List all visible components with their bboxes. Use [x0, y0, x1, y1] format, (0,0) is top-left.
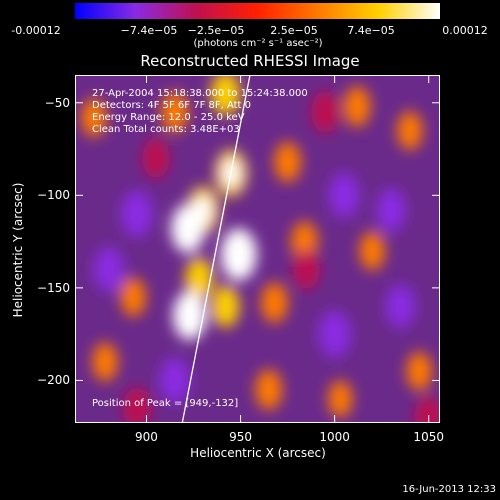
colorbar-tick: -0.00012	[11, 24, 61, 37]
colorbar	[75, 3, 440, 19]
heatmap-positive-source	[81, 98, 107, 137]
heatmap-negative-source	[385, 284, 416, 329]
heatmap-positive-source	[211, 285, 240, 328]
heatmap-negative-source	[123, 387, 152, 423]
heatmap-negative-source	[93, 246, 125, 293]
heatmap-source-core	[180, 301, 200, 330]
heatmap-negative-source	[318, 310, 351, 358]
colorbar-tick: −2.5e−05	[187, 24, 245, 37]
date-stamp: 16-Jun-2013 12:33	[402, 484, 496, 495]
heatmap-source-core	[178, 214, 198, 243]
heatmap-positive-source	[397, 111, 423, 150]
heatmap-positive-source	[343, 86, 371, 127]
heatmap-positive-source	[261, 282, 288, 323]
colorbar-tick: 2.5e−05	[270, 24, 318, 37]
info-total-counts: Clean Total counts: 3.48E+03	[92, 124, 240, 135]
heatmap-negative-source	[414, 396, 440, 423]
heatmap-negative-source	[328, 172, 360, 218]
colorbar-tick: 7.4e−05	[347, 24, 395, 37]
heatmap-positive-source	[255, 369, 283, 410]
y-tick-label: −50	[44, 95, 70, 110]
info-energy-range: Energy Range: 12.0 - 25.0 keV	[92, 112, 245, 123]
heatmap-positive-source	[359, 231, 385, 271]
heatmap-positive-source	[161, 91, 189, 133]
chart-title: Reconstructed RHESSI Image	[140, 52, 360, 70]
colorbar-tick: −7.4e−05	[120, 24, 178, 37]
colorbar-tick: 0.00012	[442, 24, 488, 37]
info-time-range: 27-Apr-2004 15:18:38.000 to 15:24:38.000	[92, 88, 308, 99]
heatmap-positive-source	[120, 277, 146, 317]
x-tick-label: 1050	[413, 430, 444, 444]
heatmap-positive-source	[185, 257, 214, 300]
y-axis-label: Heliocentric Y (arcsec)	[11, 182, 25, 318]
heatmap-negative-source	[121, 190, 154, 238]
y-tick-label: −100	[37, 188, 70, 203]
heatmap-negative-source	[159, 357, 191, 404]
x-tick-label: 900	[135, 430, 158, 444]
plot-area	[75, 75, 440, 423]
y-tick-label: −200	[37, 373, 70, 388]
x-tick-label: 950	[229, 430, 253, 444]
colorbar-units: (photons cm⁻² s⁻¹ asec⁻²)	[193, 38, 323, 49]
heatmap-positive-source	[92, 342, 118, 382]
heatmap-source-core	[217, 81, 234, 107]
heatmap-negative-source	[142, 138, 170, 179]
x-tick-label: 1000	[319, 430, 350, 444]
x-axis-label: Heliocentric X (arcsec)	[190, 446, 326, 460]
plot-frame	[75, 75, 440, 423]
heatmap-positive-source	[328, 380, 353, 418]
heatmap-source-core	[228, 239, 249, 270]
heatmap-svg	[75, 75, 440, 423]
info-detectors: Detectors: 4F 5F 6F 7F 8F, Att 0	[92, 100, 252, 111]
y-tick-label: −150	[37, 280, 70, 295]
solar-limb-line	[181, 75, 251, 423]
info-peak-position: Position of Peak = [949,-132]	[92, 398, 239, 409]
heatmap-negative-source	[376, 188, 406, 232]
heatmap-positive-source	[274, 141, 301, 183]
heatmap-negative-source	[293, 249, 320, 290]
heatmap-negative-source	[311, 91, 340, 134]
heatmap-sources	[81, 75, 440, 423]
heatmap-positive-source	[406, 351, 432, 391]
